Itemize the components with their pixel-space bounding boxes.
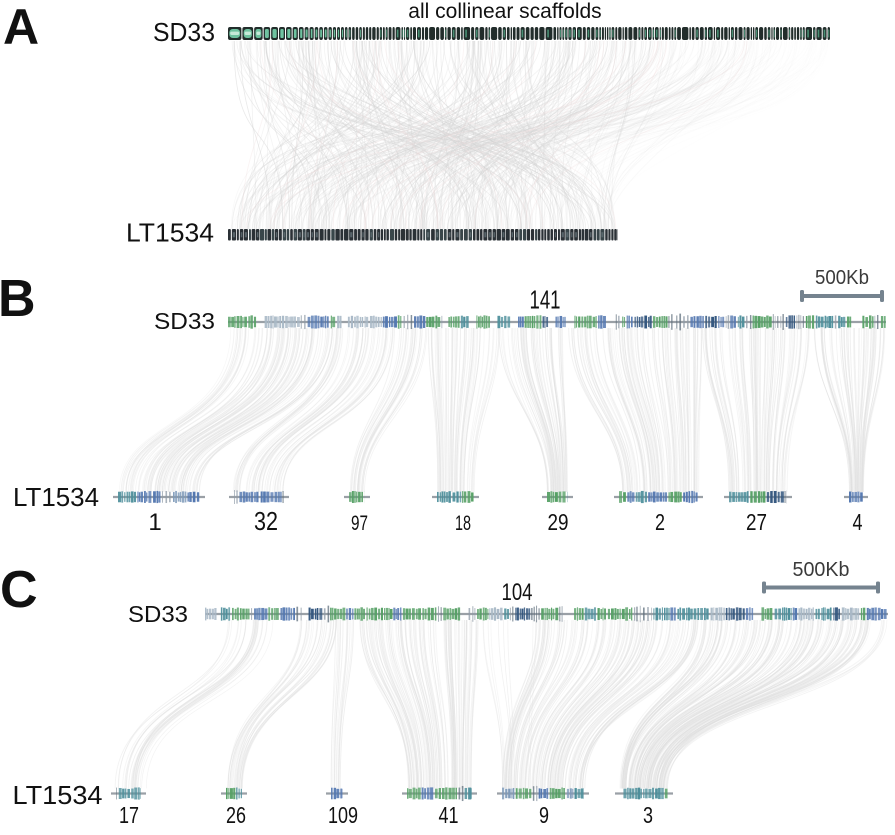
svg-text:109: 109 (328, 802, 358, 828)
svg-text:3: 3 (643, 802, 653, 828)
svg-text:27: 27 (746, 509, 767, 535)
svg-text:LT1534: LT1534 (13, 482, 99, 512)
svg-text:17: 17 (119, 802, 139, 828)
svg-text:41: 41 (439, 802, 459, 828)
svg-text:SD33: SD33 (128, 601, 188, 627)
svg-text:29: 29 (548, 509, 569, 535)
svg-text:2: 2 (655, 509, 665, 535)
svg-text:500Kb: 500Kb (793, 559, 850, 581)
svg-text:SD33: SD33 (153, 17, 215, 47)
svg-text:104: 104 (502, 579, 533, 606)
svg-text:9: 9 (539, 802, 549, 828)
svg-text:A: A (3, 0, 39, 55)
svg-text:500Kb: 500Kb (815, 267, 869, 289)
svg-text:1: 1 (148, 509, 161, 536)
svg-text:4: 4 (853, 509, 863, 535)
svg-text:141: 141 (530, 285, 561, 315)
svg-text:B: B (0, 270, 36, 328)
svg-text:C: C (0, 561, 38, 619)
svg-text:26: 26 (226, 802, 246, 828)
svg-text:97: 97 (351, 512, 368, 535)
svg-text:LT1534: LT1534 (126, 218, 214, 248)
svg-text:18: 18 (455, 512, 471, 535)
svg-text:32: 32 (254, 506, 278, 536)
svg-text:LT1534: LT1534 (13, 780, 103, 810)
svg-text:SD33: SD33 (154, 308, 215, 334)
svg-text:all collinear scaffolds: all collinear scaffolds (408, 0, 601, 23)
